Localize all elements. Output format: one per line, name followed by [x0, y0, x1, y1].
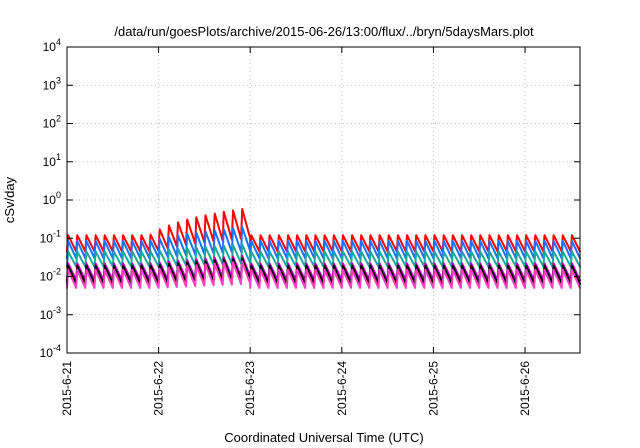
y-axis-title: cSv/day [2, 176, 17, 223]
x-tick-label: 2015-6-23 [243, 361, 257, 416]
y-tick-label: 10-3 [40, 305, 61, 322]
x-axis: 2015-6-21 2015-6-22 2015-6-23 2015-6-24 2015… [60, 47, 532, 416]
y-tick-label: 100 [43, 190, 61, 207]
series-group [66, 208, 581, 289]
chart-title: /data/run/goesPlots/archive/2015-06-26/1… [114, 24, 534, 39]
x-tick-label: 2015-6-26 [518, 361, 532, 416]
series-line-6 [66, 260, 581, 289]
y-tick-label: 10-2 [40, 267, 61, 284]
y-tick-label: 101 [43, 152, 61, 169]
x-tick-label: 2015-6-22 [152, 361, 166, 416]
x-tick-label: 2015-6-21 [60, 361, 74, 416]
x-tick-label: 2015-6-24 [335, 361, 349, 416]
x-axis-title: Coordinated Universal Time (UTC) [224, 430, 423, 445]
y-tick-label: 104 [43, 37, 61, 54]
y-tick-label: 10-1 [40, 228, 61, 245]
x-tick-label: 2015-6-25 [426, 361, 440, 416]
grid [67, 47, 580, 353]
y-tick-label: 103 [43, 75, 61, 92]
y-tick-label: 10-4 [40, 343, 61, 360]
y-axis: 10-4 10-3 10-2 10-1 100 101 102 103 104 [40, 37, 580, 360]
y-tick-label: 102 [43, 114, 61, 131]
